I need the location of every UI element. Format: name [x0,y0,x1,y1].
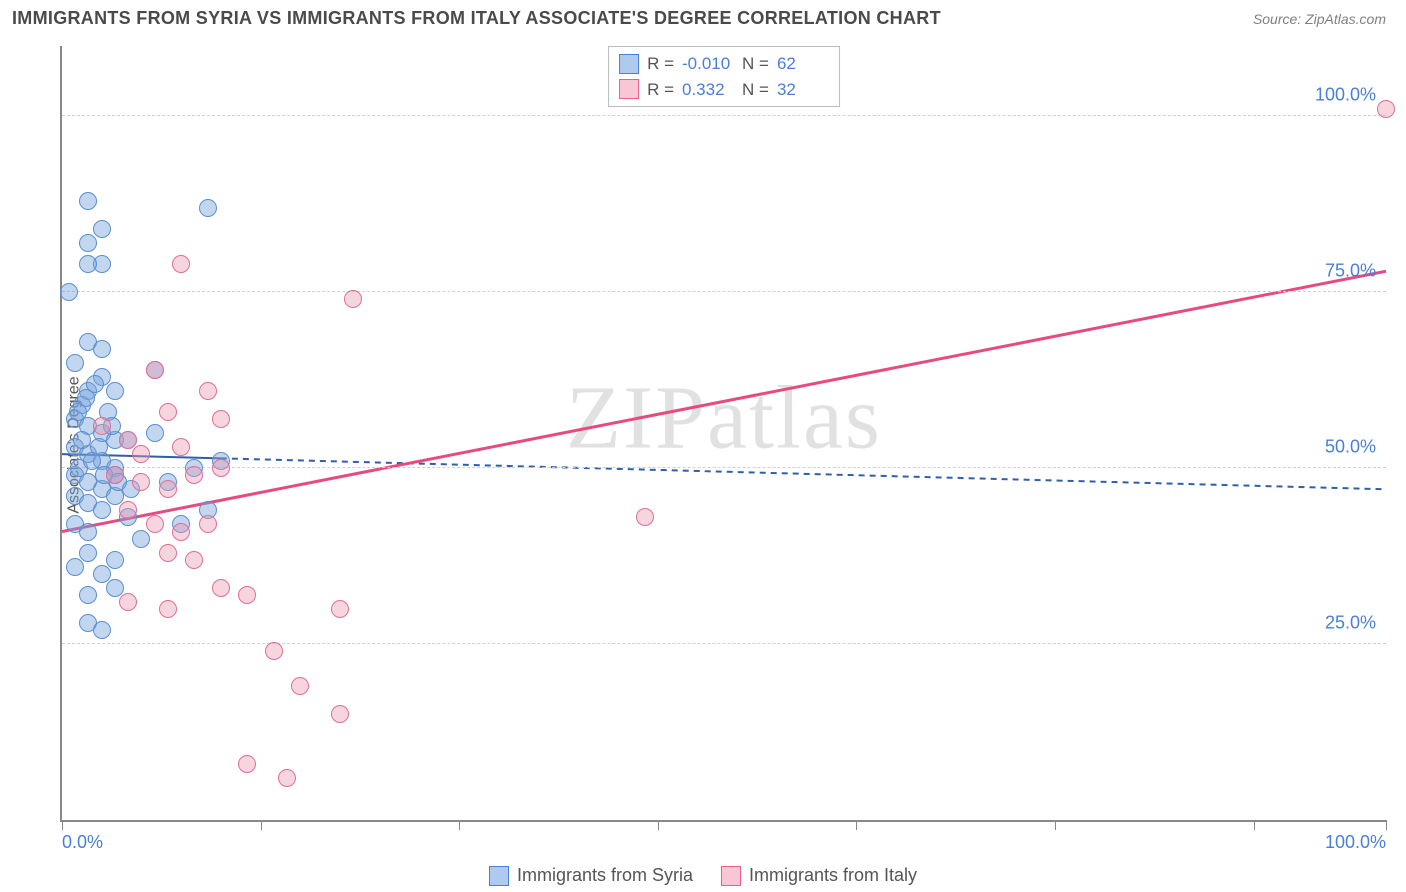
data-point [159,544,177,562]
y-tick-label: 75.0% [1325,261,1376,282]
data-point [60,283,78,301]
x-tick [856,820,857,830]
data-point [265,642,283,660]
x-tick [1254,820,1255,830]
legend-label: Immigrants from Italy [749,865,917,886]
n-value: 32 [777,77,829,103]
data-point [93,621,111,639]
data-point [159,480,177,498]
data-point [73,431,91,449]
data-point [331,705,349,723]
data-point [212,579,230,597]
x-tick-label: 0.0% [62,832,103,853]
data-point [146,515,164,533]
r-label: R = [647,51,674,77]
data-point [132,445,150,463]
data-point [172,438,190,456]
data-point [93,340,111,358]
data-point [199,199,217,217]
data-point [79,234,97,252]
data-point [132,473,150,491]
data-point [159,403,177,421]
data-point [159,600,177,618]
plot-area: ZIPatlas R = -0.010 N = 62 R = 0.332 N = 32 25.… [60,46,1386,822]
r-value: 0.332 [682,77,734,103]
data-point [636,508,654,526]
data-point [238,755,256,773]
legend-swatch [619,54,639,74]
legend-item: Immigrants from Italy [721,865,917,886]
y-tick-label: 100.0% [1315,85,1376,106]
data-point [331,600,349,618]
data-point [93,417,111,435]
data-point [86,375,104,393]
data-point [119,593,137,611]
data-point [146,424,164,442]
data-point [199,515,217,533]
data-point [1377,100,1395,118]
data-point [185,551,203,569]
data-point [199,382,217,400]
data-point [79,255,97,273]
legend-swatch [489,866,509,886]
legend-stat-row: R = -0.010 N = 62 [619,51,829,77]
data-point [79,544,97,562]
legend-swatch [721,866,741,886]
x-tick [459,820,460,830]
n-label: N = [742,51,769,77]
data-point [278,769,296,787]
legend-stat-row: R = 0.332 N = 32 [619,77,829,103]
data-point [106,466,124,484]
r-value: -0.010 [682,51,734,77]
x-tick [1055,820,1056,830]
chart-title: IMMIGRANTS FROM SYRIA VS IMMIGRANTS FROM… [12,8,941,29]
data-point [119,431,137,449]
data-point [172,523,190,541]
y-tick-label: 25.0% [1325,613,1376,634]
data-point [93,565,111,583]
data-point [212,410,230,428]
source-label: Source: ZipAtlas.com [1253,11,1386,27]
gridline [62,643,1386,644]
data-point [79,586,97,604]
data-point [146,361,164,379]
data-point [172,255,190,273]
data-point [79,523,97,541]
data-point [212,459,230,477]
trend-lines [62,46,1386,820]
legend-label: Immigrants from Syria [517,865,693,886]
data-point [106,382,124,400]
x-tick [658,820,659,830]
watermark-text: ZIPatlas [566,366,882,469]
data-point [185,466,203,484]
data-point [291,677,309,695]
data-point [344,290,362,308]
x-tick [261,820,262,830]
gridline [62,291,1386,292]
n-label: N = [742,77,769,103]
x-tick-label: 100.0% [1325,832,1386,853]
legend-stats: R = -0.010 N = 62 R = 0.332 N = 32 [608,46,840,107]
y-tick-label: 50.0% [1325,437,1376,458]
x-tick [1386,820,1387,830]
data-point [66,354,84,372]
data-point [119,501,137,519]
data-point [238,586,256,604]
data-point [132,530,150,548]
data-point [106,579,124,597]
data-point [106,551,124,569]
data-point [66,558,84,576]
legend-swatch [619,79,639,99]
legend-series: Immigrants from Syria Immigrants from Ita… [0,865,1406,886]
x-tick [62,820,63,830]
r-label: R = [647,77,674,103]
data-point [79,192,97,210]
data-point [93,501,111,519]
data-point [93,220,111,238]
gridline [62,115,1386,116]
gridline [62,467,1386,468]
legend-item: Immigrants from Syria [489,865,693,886]
chart-container: Associate's Degree ZIPatlas R =-0.010N =… [12,38,1394,852]
n-value: 62 [777,51,829,77]
